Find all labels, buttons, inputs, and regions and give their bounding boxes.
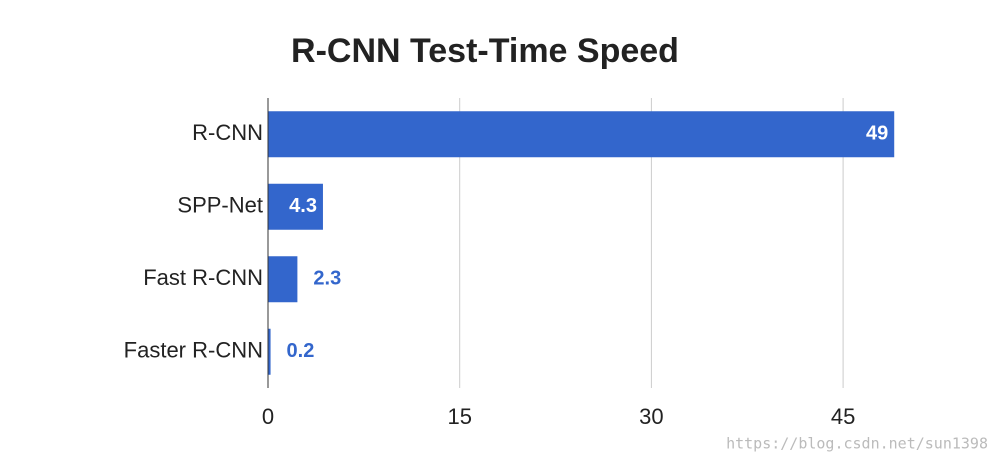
bar: [268, 183, 323, 230]
watermark: https://blog.csdn.net/sun1398: [726, 435, 988, 453]
bar: [268, 328, 271, 375]
bar: [268, 256, 298, 303]
data-label: 0.2: [287, 340, 315, 362]
x-tick-label: 15: [447, 404, 471, 429]
x-tick-label: 30: [639, 404, 663, 429]
y-tick-label: R-CNN: [192, 120, 263, 145]
y-tick-label: Faster R-CNN: [124, 338, 263, 363]
bar: [268, 111, 895, 158]
data-label: 4.3: [289, 195, 317, 217]
data-label: 49: [866, 123, 888, 145]
data-label: 2.3: [313, 268, 341, 290]
chart-title: R-CNN Test-Time Speed: [291, 32, 679, 70]
x-tick-label: 45: [831, 404, 855, 429]
x-tick-label: 0: [262, 404, 274, 429]
y-tick-label: SPP-Net: [177, 193, 263, 218]
y-tick-label: Fast R-CNN: [143, 265, 263, 290]
